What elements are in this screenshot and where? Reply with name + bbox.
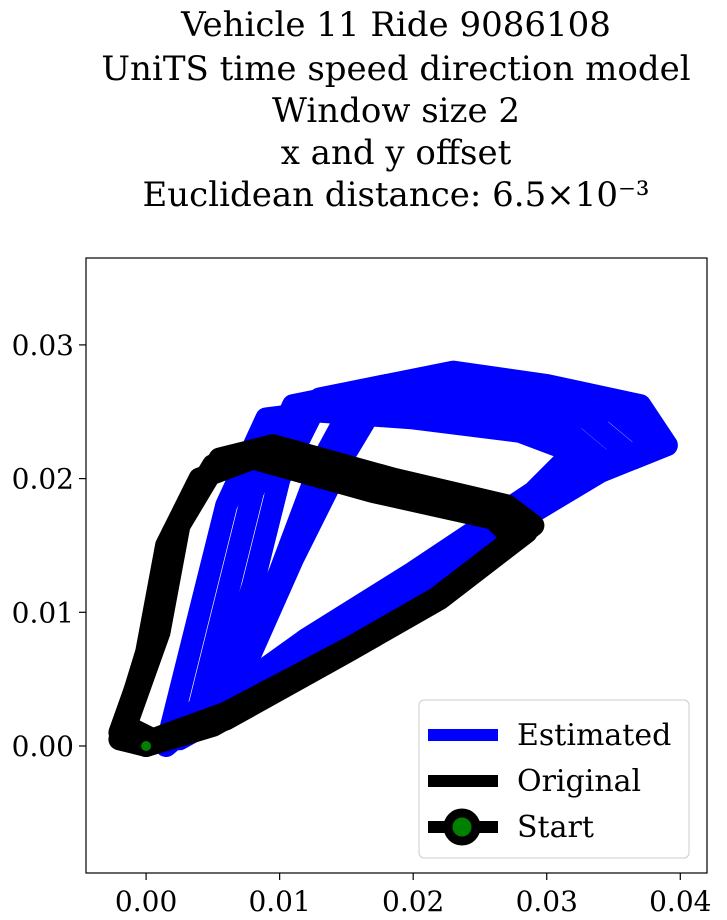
title-line-3: Window size 2: [272, 91, 520, 131]
legend: Estimated Original Start: [418, 699, 690, 859]
start-series: [141, 740, 152, 751]
legend-estimated-label: Estimated: [517, 718, 671, 753]
y-axis: 0.00 0.01 0.02 0.03: [12, 329, 86, 763]
x-tick-label-4: 0.04: [649, 885, 711, 918]
x-tick-label-1: 0.01: [248, 885, 310, 918]
estimated-trajectory-loop-5: [175, 360, 678, 744]
legend-start-label: Start: [517, 810, 594, 845]
title-line-1: Vehicle 11 Ride 9086108: [180, 5, 611, 45]
title-line-5: Euclidean distance: 6.5×10⁻³: [142, 175, 649, 215]
plot-area: 0.00 0.01 0.02 0.03 0.04 0.00 0.01 0.02 0.03: [12, 257, 711, 918]
y-tick-label-1: 0.01: [12, 596, 74, 629]
y-tick-label-2: 0.02: [12, 463, 74, 496]
legend-original-label: Original: [517, 764, 641, 799]
x-tick-label-0: 0.00: [115, 885, 177, 918]
chart-title: Vehicle 11 Ride 9086108 UniTS time speed…: [101, 5, 690, 215]
y-tick-label-0: 0.00: [12, 730, 74, 763]
x-tick-label-2: 0.02: [382, 885, 444, 918]
title-line-4: x and y offset: [281, 133, 512, 173]
x-axis: 0.00 0.01 0.02 0.03 0.04: [115, 873, 711, 918]
legend-start-marker: [443, 808, 481, 846]
title-line-2: UniTS time speed direction model: [101, 49, 690, 89]
original-trajectory-loop-3: [115, 434, 545, 751]
start-marker: [141, 740, 152, 751]
plot-frame: [85, 257, 708, 874]
original-series: [108, 434, 545, 757]
estimated-series: [155, 360, 678, 757]
x-tick-label-3: 0.03: [516, 885, 578, 918]
y-tick-label-3: 0.03: [12, 329, 74, 362]
